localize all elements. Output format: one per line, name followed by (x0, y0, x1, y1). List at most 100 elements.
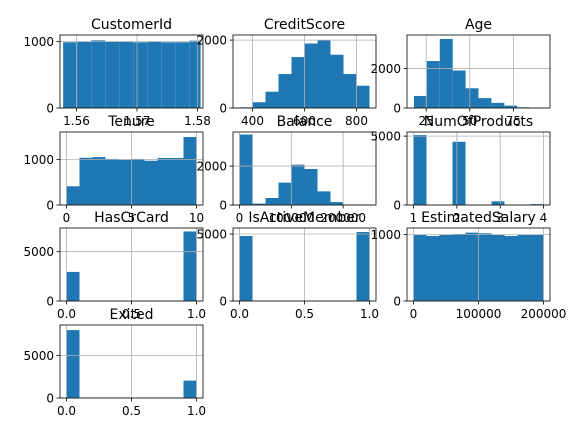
x-tick-label: 1 (410, 211, 418, 225)
x-tick-label: 3 (496, 211, 504, 225)
x-tick-label: 0.5 (122, 404, 141, 418)
bar (452, 70, 466, 108)
bar (265, 91, 279, 108)
bar (465, 88, 479, 108)
y-tick-label: 0 (46, 199, 54, 213)
x-tick-label: 400 (241, 114, 264, 128)
bar (452, 141, 466, 205)
x-tick-label: 0.5 (122, 307, 141, 321)
subplot-title: CustomerId (91, 17, 172, 33)
subplot-9: 0.0 0.5 1.0 0 5000 Exited (23, 307, 206, 418)
y-tick-label: 0 (46, 102, 54, 116)
axes-frame (232, 131, 377, 206)
bar (133, 42, 148, 108)
x-tick-label: 75 (506, 114, 521, 128)
bar (426, 235, 440, 301)
axes-frame (406, 34, 551, 109)
bar (119, 41, 134, 108)
bar (252, 203, 266, 205)
bar (491, 102, 505, 108)
bar (183, 231, 197, 301)
bar (92, 157, 106, 205)
bar (504, 105, 518, 108)
y-tick-label: 1000 (23, 153, 54, 167)
bar (161, 42, 176, 108)
y-tick-label: 0 (46, 295, 54, 309)
bar (144, 160, 158, 205)
subplot-2: 25 50 75 0 2000 Age (370, 17, 551, 128)
bar (291, 164, 305, 205)
y-tick-label: 1000 (23, 35, 54, 49)
bar (330, 202, 344, 205)
bar (79, 157, 93, 205)
subplot-title: IsActiveMember (248, 210, 361, 226)
bar (77, 41, 92, 108)
x-tick-label: 0.0 (57, 307, 76, 321)
y-tick-label: 1000 (370, 228, 401, 242)
bar (183, 137, 197, 205)
subplot-title: EstimatedSalary (421, 210, 536, 226)
x-tick-label: 1.57 (124, 114, 151, 128)
subplot-title: HasCrCard (94, 210, 169, 226)
y-tick-label: 2000 (196, 160, 227, 174)
bar (317, 40, 331, 109)
subplot-3: 0 5 10 0 1000 Tenure (23, 114, 204, 225)
x-tick-label: 1.0 (187, 404, 206, 418)
bar (170, 158, 184, 205)
bar (478, 98, 492, 108)
subplot-title: NumOfProducts (424, 114, 533, 130)
bar (91, 40, 106, 108)
bar (356, 232, 370, 301)
y-tick-label: 0 (219, 295, 227, 309)
y-tick-label: 2000 (196, 34, 227, 48)
x-tick-label: 0.0 (230, 307, 249, 321)
bar (252, 102, 266, 108)
bar (66, 271, 80, 301)
x-tick-label: 0 (236, 211, 244, 225)
x-tick-label: 1.56 (63, 114, 90, 128)
bar (413, 95, 427, 108)
bar (304, 168, 318, 205)
bar (239, 236, 253, 301)
x-tick-label: 2 (453, 211, 461, 225)
subplot-0: 1.56 1.57 1.58 0 1000 CustomerId (23, 17, 210, 128)
bar (147, 41, 162, 108)
subplot-title: Tenure (107, 114, 155, 130)
bar (291, 57, 305, 108)
bar (517, 234, 531, 301)
bar (304, 43, 318, 108)
bar (439, 38, 453, 108)
y-tick-label: 5000 (196, 228, 227, 242)
bar (278, 182, 292, 205)
y-tick-label: 0 (393, 295, 401, 309)
bar (66, 330, 80, 398)
bar (189, 40, 201, 108)
x-tick-label: 800 (345, 114, 368, 128)
bar (452, 233, 466, 301)
bar (330, 54, 344, 108)
axes-frame (406, 131, 551, 206)
y-tick-label: 0 (219, 199, 227, 213)
subplot-8: 0 100000 200000 0 1000 EstimatedSalary (370, 210, 566, 321)
bar (504, 235, 518, 301)
bar (183, 380, 197, 398)
y-tick-label: 0 (219, 102, 227, 116)
subplot-4: 0 100000 200000 0 2000 Balance (196, 114, 377, 225)
bar (343, 74, 357, 108)
x-tick-label: 100000 (268, 211, 314, 225)
y-tick-label: 0 (46, 392, 54, 406)
bar (105, 158, 119, 205)
bar (239, 134, 253, 205)
bar (426, 61, 440, 108)
bar (66, 186, 80, 205)
x-tick-label: 200000 (521, 307, 567, 321)
subplot-1: 400 600 800 0 2000 CreditScore (196, 17, 377, 128)
subplot-title: CreditScore (264, 17, 345, 33)
bar (131, 158, 145, 205)
x-tick-label: 0.0 (57, 404, 76, 418)
x-tick-label: 5 (128, 211, 136, 225)
y-tick-label: 0 (393, 199, 401, 213)
bar (491, 201, 505, 205)
subplot-7: 0.0 0.5 1.0 0 5000 IsActiveMember (196, 210, 379, 321)
